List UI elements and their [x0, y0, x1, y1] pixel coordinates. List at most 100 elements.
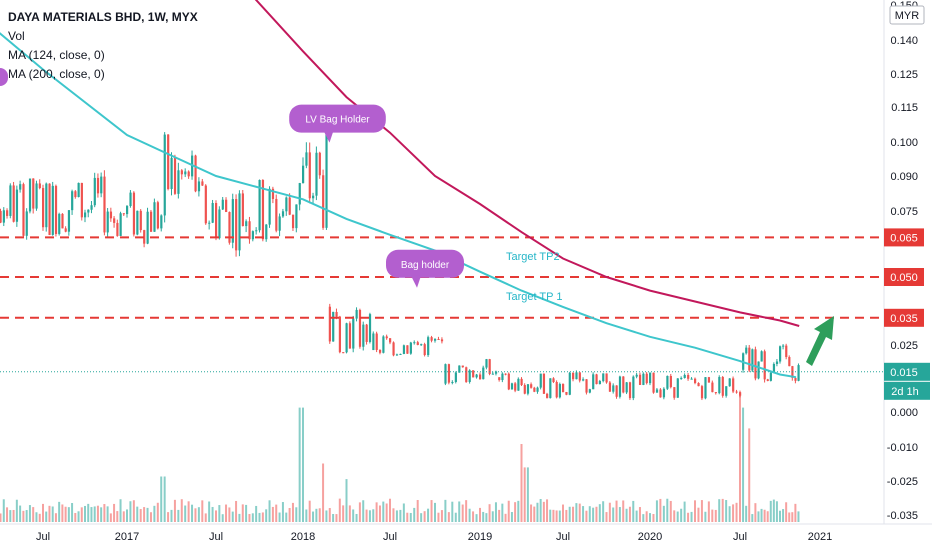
- volume-bar: [680, 508, 683, 522]
- volume-bar: [61, 504, 64, 522]
- volume-bar: [673, 510, 676, 522]
- volume-bar: [103, 504, 106, 522]
- candle-body: [530, 384, 533, 388]
- volume-bar: [241, 504, 244, 522]
- symbol-title[interactable]: DAYA MATERIALS BHD, 1W, MYX: [8, 10, 198, 24]
- candle-body: [440, 339, 444, 342]
- candle-body: [711, 382, 714, 393]
- annotation-bubble[interactable]: Bag holder: [386, 249, 464, 288]
- volume-bar: [659, 498, 662, 522]
- candle-body: [739, 392, 742, 396]
- target-label: Target TP 1: [506, 291, 562, 303]
- candle-body: [106, 211, 109, 233]
- volume-bar: [748, 428, 751, 522]
- volume-bar: [536, 502, 539, 522]
- volume-bar: [491, 511, 494, 522]
- candle-body: [444, 364, 447, 384]
- volume-bar: [143, 507, 146, 522]
- volume-bar: [251, 513, 254, 522]
- candle-body: [461, 365, 464, 368]
- volume-bar: [697, 507, 700, 522]
- volume-bar: [74, 512, 77, 522]
- volume-bar: [218, 505, 221, 522]
- volume-bar: [751, 514, 754, 522]
- volume-bar: [687, 512, 690, 522]
- candle-body: [488, 359, 491, 374]
- candle-body: [779, 346, 782, 362]
- candle-body: [725, 386, 728, 396]
- candle-body: [231, 199, 234, 243]
- candle-body: [468, 370, 471, 382]
- legend-toggle-icon[interactable]: [0, 68, 8, 86]
- volume-bar: [517, 500, 520, 522]
- candle-body: [645, 373, 648, 384]
- annotation-box: [289, 104, 386, 133]
- candle-body: [248, 221, 251, 240]
- candle-body: [769, 372, 772, 381]
- candle-body: [218, 209, 221, 239]
- candle-body: [71, 191, 74, 211]
- volume-bar: [444, 499, 447, 522]
- volume-bar: [475, 514, 478, 522]
- candle-body: [406, 345, 409, 354]
- legend-ma124[interactable]: MA (124, close, 0): [8, 48, 105, 62]
- x-tick-label: Jul: [209, 531, 223, 543]
- candle-body: [197, 181, 201, 192]
- candle-body: [375, 333, 378, 350]
- legend-vol[interactable]: Vol: [8, 29, 25, 43]
- volume-bar: [302, 407, 304, 522]
- volume-bar: [732, 504, 735, 522]
- volume-bar: [507, 500, 510, 522]
- candle-body: [156, 202, 160, 229]
- volume-bar: [352, 509, 355, 522]
- candle-body: [510, 383, 514, 390]
- volume-bar: [187, 501, 190, 522]
- volume-bar: [530, 504, 533, 522]
- volume-bar: [48, 505, 51, 522]
- candle-body: [291, 214, 295, 229]
- volume-bar: [2, 499, 5, 522]
- volume-bar: [434, 502, 436, 522]
- volume-bar: [622, 500, 625, 522]
- volume-bar: [420, 513, 423, 522]
- volume-bar: [368, 510, 371, 522]
- candle-body: [245, 221, 248, 227]
- volume-bar: [245, 504, 248, 522]
- volume-bar: [208, 501, 211, 522]
- x-tick-label: 2017: [115, 531, 139, 543]
- candle-body: [766, 379, 769, 381]
- volume-bar: [430, 500, 433, 522]
- volume-bar: [362, 500, 365, 522]
- volume-bar: [542, 501, 545, 522]
- candle-body: [690, 378, 693, 380]
- annotation-bubble[interactable]: LV Bag Holder: [289, 104, 386, 143]
- volume-bar: [526, 467, 529, 522]
- candle-body: [451, 381, 454, 383]
- volume-bar: [454, 512, 457, 522]
- volume-bar: [389, 498, 391, 522]
- ma-line[interactable]: [242, 0, 800, 327]
- candle-body: [187, 171, 190, 177]
- candle-body: [482, 367, 485, 380]
- candle-body: [365, 324, 368, 342]
- candle-body: [38, 183, 41, 189]
- volume-bar: [35, 512, 38, 522]
- volume-bar: [77, 511, 80, 522]
- candle-body: [760, 351, 763, 362]
- candle-body: [167, 134, 170, 190]
- volume-bar: [468, 508, 471, 522]
- candle-body: [694, 378, 697, 384]
- currency-box[interactable]: MYR: [889, 5, 925, 25]
- candle-body: [585, 379, 588, 393]
- volume-bar: [628, 506, 631, 522]
- candle-body: [211, 203, 214, 223]
- legend-ma200[interactable]: MA (200, close, 0): [8, 67, 105, 81]
- volume-bar: [325, 510, 328, 522]
- candle-body: [251, 231, 255, 240]
- candle-body: [9, 185, 12, 216]
- candle-body: [146, 211, 149, 244]
- target-label: Target TP2: [506, 251, 560, 263]
- y-tick-label: -0.025: [887, 476, 918, 488]
- candle-body: [275, 198, 278, 231]
